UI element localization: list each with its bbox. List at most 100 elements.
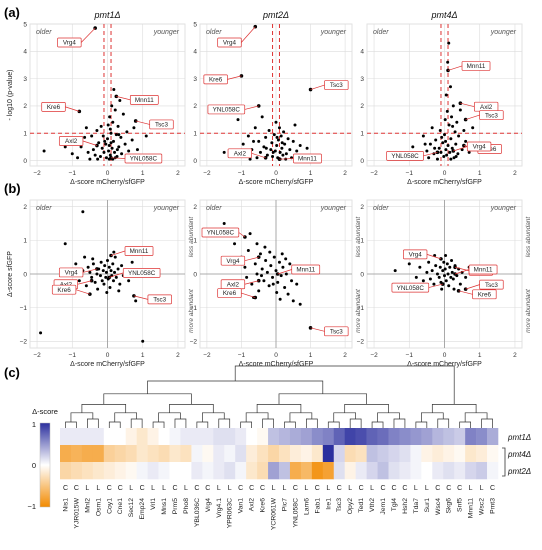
data-point [120, 264, 124, 268]
y-tick-label: 0 [23, 158, 27, 165]
data-point [95, 272, 99, 276]
column-tag: C [337, 485, 342, 492]
dendrogram-branch [234, 365, 455, 405]
heatmap-cell [377, 428, 389, 446]
column-tag: L [469, 485, 473, 492]
column-label: Hsh2 [402, 498, 409, 514]
label-leader-line [423, 152, 438, 157]
gene-label-tsc3: Tsc3 [330, 82, 343, 89]
x-tick-label: 0 [274, 352, 278, 359]
gene-label-tsc3: Tsc3 [330, 329, 343, 336]
data-point [275, 291, 279, 294]
data-point [293, 123, 297, 127]
heatmap-cell [246, 462, 258, 480]
data-point [291, 299, 295, 303]
label-leader-line [111, 157, 126, 159]
panel-title: pmt4Δ [430, 10, 457, 20]
heatmap-row-label: pmt2Δ [507, 467, 531, 476]
data-point [91, 262, 95, 266]
column-tag: L [184, 485, 188, 492]
data-point [275, 135, 279, 139]
gene-label-ynl058c: YNL058C [207, 230, 235, 237]
gene-label-vrg4: Vrg4 [226, 258, 240, 265]
data-point [407, 262, 411, 266]
y-tick-label: 2 [360, 204, 364, 211]
data-point [281, 265, 285, 269]
column-tag: C [490, 485, 495, 492]
data-point [86, 150, 90, 154]
label-box [479, 110, 504, 120]
dendrogram-branch [289, 412, 313, 422]
data-point [246, 134, 250, 138]
x-tick-label: 2 [176, 170, 180, 177]
panel-labels: (a) (b) (c) [4, 5, 21, 380]
heatmap-cell [60, 428, 72, 446]
data-point [265, 270, 269, 274]
data-point [430, 126, 434, 130]
data-point [233, 242, 237, 246]
y-tick-label: 2 [23, 103, 27, 110]
column-tag: C [63, 485, 68, 492]
data-point [248, 157, 252, 161]
heatmap-cell [158, 462, 170, 480]
heatmap-cell [410, 462, 422, 480]
data-point [271, 154, 275, 158]
heatmap-cell [454, 445, 466, 463]
column-tag: C [118, 485, 123, 492]
dendrogram-branch [70, 412, 94, 422]
corner-label-older: older [206, 205, 222, 212]
scatter-panel-a-3: −2 −1 0 1 2 0 1 2 3 4 Δ-score mCherry/sfGFP pmt4Δ ol… [360, 10, 523, 186]
labeled-point [256, 278, 261, 283]
heatmap-cell [355, 462, 367, 480]
data-point [305, 146, 309, 150]
scatter-panel-b-3: −2 −1 0 1 2 −2 −1 0 1 2 Δ-score mCherry/sfGFP older… [357, 199, 532, 368]
data-point [447, 284, 451, 288]
data-point [445, 262, 449, 266]
heatmap-cell [136, 445, 148, 463]
heatmap-cell [388, 445, 400, 463]
label-leader-line [82, 268, 98, 273]
data-point [111, 139, 115, 143]
column-tag: L [228, 485, 232, 492]
dendrogram-branch [464, 412, 488, 422]
data-point [102, 150, 106, 154]
corner-label-younger: younger [320, 29, 347, 36]
data-point [271, 150, 275, 154]
heatmap-cell [92, 462, 105, 480]
column-label: YBL036C [194, 498, 201, 527]
gene-label-axl2: Axl2 [65, 138, 78, 145]
y-tick-label: 0 [193, 158, 197, 165]
data-point [264, 146, 268, 150]
data-point [298, 302, 302, 306]
column-tag: L [272, 485, 276, 492]
column-label: Prm5 [172, 498, 179, 514]
data-point [448, 150, 452, 154]
column-label: Jem1 [380, 498, 387, 515]
column-tag: C [293, 485, 298, 492]
data-point [427, 156, 431, 160]
data-point [264, 135, 268, 139]
data-point [88, 270, 92, 274]
heatmap-cell [388, 428, 400, 446]
column-tag: C [380, 485, 385, 492]
data-point [110, 146, 114, 150]
heatmap-cell [114, 445, 126, 463]
data-point [236, 118, 240, 122]
dendrogram-branch [87, 418, 99, 428]
column-tag: L [96, 485, 100, 492]
heatmap-cell [81, 462, 94, 480]
data-point [425, 270, 429, 274]
heatmap-cell [279, 428, 291, 446]
data-point [106, 123, 110, 127]
y-axis-label: Δ-score sfGFP [7, 251, 14, 297]
gene-label-kre6: Kre6 [57, 287, 71, 294]
column-label: YNL058C [292, 498, 299, 528]
column-label: Vrg4 [205, 498, 212, 512]
data-point [454, 154, 458, 158]
column-tag: C [140, 485, 145, 492]
data-point [451, 124, 455, 128]
data-point [108, 153, 112, 157]
heatmap-cell [443, 462, 455, 480]
heatmap-cell [180, 445, 192, 463]
y-tick-label: −2 [357, 339, 365, 346]
